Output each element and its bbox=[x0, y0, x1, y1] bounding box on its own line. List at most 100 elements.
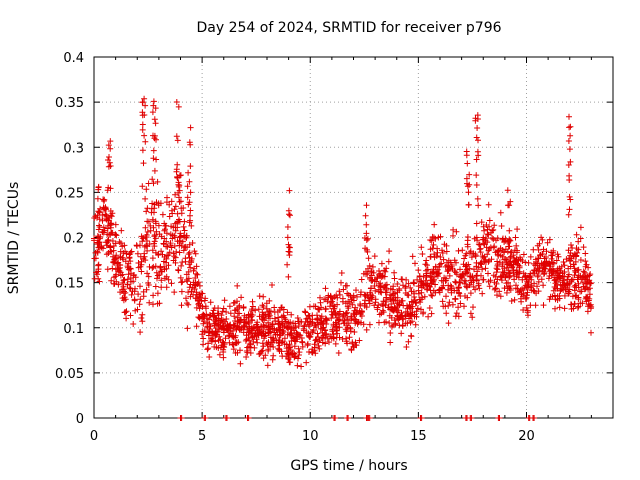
data-point bbox=[405, 310, 412, 317]
data-point bbox=[113, 232, 120, 239]
data-point bbox=[541, 255, 548, 262]
data-point bbox=[230, 346, 237, 353]
data-point bbox=[490, 226, 497, 233]
data-point bbox=[389, 286, 396, 293]
data-point bbox=[212, 318, 219, 325]
data-point bbox=[187, 264, 194, 271]
data-point bbox=[339, 298, 346, 305]
data-point bbox=[419, 294, 426, 301]
data-point bbox=[117, 253, 124, 260]
data-point bbox=[181, 218, 188, 225]
data-point bbox=[163, 284, 170, 291]
data-point bbox=[95, 208, 102, 215]
data-point bbox=[365, 255, 372, 262]
data-point bbox=[235, 339, 242, 346]
data-point bbox=[113, 271, 120, 278]
data-point bbox=[528, 287, 535, 294]
data-point bbox=[315, 306, 322, 313]
data-point bbox=[490, 236, 497, 243]
data-point bbox=[254, 339, 261, 346]
data-point bbox=[178, 288, 185, 295]
data-point bbox=[586, 291, 593, 298]
data-point bbox=[453, 279, 459, 286]
data-point bbox=[582, 258, 589, 265]
data-point bbox=[571, 300, 578, 307]
data-point bbox=[473, 220, 480, 227]
data-point bbox=[226, 322, 233, 329]
data-point bbox=[196, 314, 203, 321]
data-point bbox=[270, 335, 276, 341]
data-point bbox=[292, 320, 299, 327]
data-point bbox=[475, 264, 482, 271]
data-point bbox=[168, 207, 175, 214]
data-point bbox=[430, 241, 437, 248]
data-point bbox=[558, 263, 565, 270]
data-point bbox=[380, 298, 387, 305]
data-point bbox=[278, 313, 285, 320]
data-point bbox=[461, 255, 468, 262]
data-point bbox=[139, 112, 146, 119]
data-point bbox=[332, 311, 339, 318]
data-point bbox=[354, 293, 360, 300]
data-point bbox=[357, 302, 364, 309]
data-point bbox=[536, 267, 543, 274]
data-point bbox=[176, 194, 182, 201]
data-point bbox=[181, 244, 188, 251]
data-point bbox=[285, 207, 292, 214]
data-point bbox=[527, 302, 534, 309]
data-point bbox=[215, 345, 222, 351]
data-point bbox=[166, 249, 173, 256]
data-point bbox=[96, 278, 103, 285]
data-point bbox=[240, 304, 247, 310]
data-point bbox=[107, 163, 114, 169]
data-point bbox=[110, 259, 116, 266]
data-point bbox=[195, 279, 202, 286]
data-point bbox=[437, 233, 444, 240]
data-point bbox=[473, 156, 480, 163]
data-point bbox=[405, 292, 412, 299]
data-point bbox=[517, 254, 523, 261]
data-point bbox=[238, 294, 245, 301]
data-point bbox=[339, 336, 346, 342]
data-point bbox=[343, 310, 350, 317]
data-point bbox=[232, 350, 239, 356]
data-point bbox=[463, 152, 470, 159]
data-point bbox=[544, 239, 551, 246]
data-point bbox=[135, 260, 142, 266]
data-point bbox=[237, 347, 243, 354]
data-point bbox=[158, 248, 165, 255]
y-axis-label: SRMTID / TECUs bbox=[6, 182, 22, 295]
data-point bbox=[137, 283, 143, 290]
data-point bbox=[123, 315, 130, 322]
data-point bbox=[391, 275, 398, 282]
data-point bbox=[137, 329, 144, 336]
data-point bbox=[301, 308, 308, 315]
data-point bbox=[405, 280, 412, 287]
data-point bbox=[574, 249, 581, 256]
data-point bbox=[152, 235, 159, 242]
data-point bbox=[439, 285, 446, 292]
data-point bbox=[531, 415, 538, 421]
data-point bbox=[486, 223, 493, 230]
data-point bbox=[363, 237, 370, 243]
data-point bbox=[423, 274, 430, 281]
data-point bbox=[322, 285, 329, 292]
data-point bbox=[96, 209, 103, 216]
data-point bbox=[287, 212, 293, 219]
data-point bbox=[269, 282, 275, 288]
data-point bbox=[398, 309, 405, 316]
data-point bbox=[565, 247, 572, 254]
data-point bbox=[495, 252, 502, 259]
data-point bbox=[466, 171, 473, 178]
data-point bbox=[128, 278, 134, 285]
data-point bbox=[220, 305, 227, 312]
data-point bbox=[284, 224, 291, 230]
data-point bbox=[153, 136, 159, 143]
data-point bbox=[510, 268, 517, 274]
data-point bbox=[208, 338, 215, 345]
data-point bbox=[142, 138, 149, 145]
data-point bbox=[506, 243, 513, 250]
data-point bbox=[203, 311, 210, 318]
data-point bbox=[279, 327, 286, 334]
data-point bbox=[388, 314, 395, 321]
